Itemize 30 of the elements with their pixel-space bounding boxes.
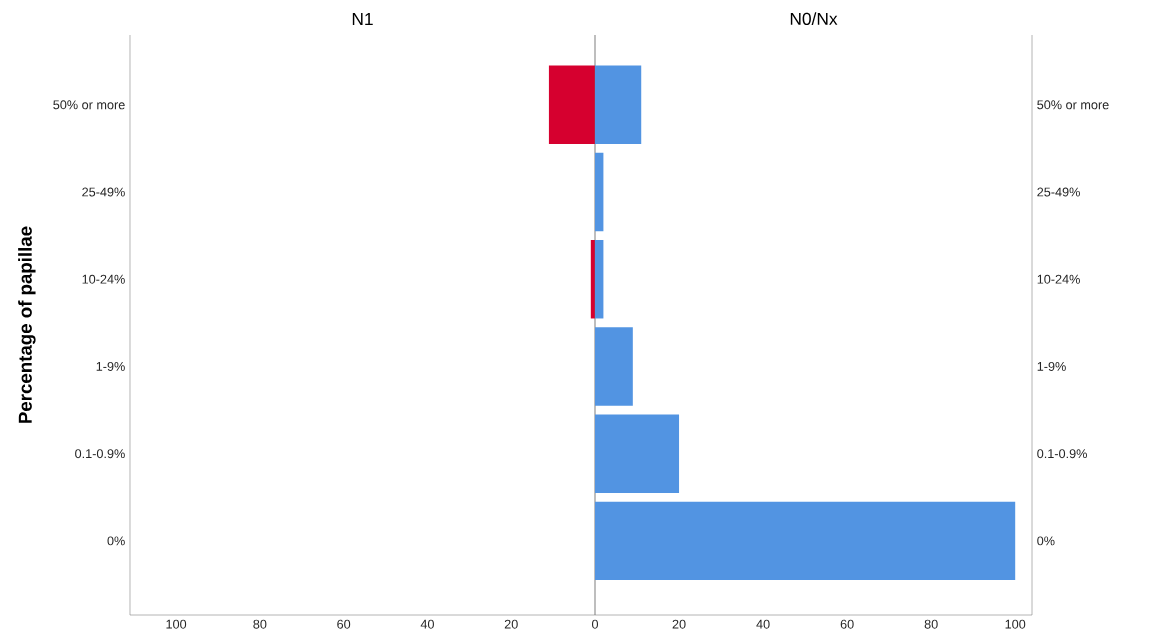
y-tick-label: 0.1-0.9% <box>75 449 125 459</box>
bar <box>595 501 1016 581</box>
x-tick-label: 60 <box>337 619 351 629</box>
chart-title: N0/Nx <box>790 12 838 25</box>
y-tick-label: 0% <box>1037 536 1055 546</box>
y-tick-label: 25-49% <box>82 187 125 197</box>
y-tick-label: 50% or more <box>1037 100 1109 110</box>
x-tick-label: 40 <box>756 619 770 629</box>
y-tick-label: 50% or more <box>53 100 125 110</box>
y-tick-label: 10-24% <box>1037 274 1080 284</box>
bar <box>595 152 604 232</box>
y-tick-label: 1-9% <box>1037 361 1066 371</box>
y-tick-label: 0.1-0.9% <box>1037 449 1087 459</box>
chart-title: N1 <box>352 13 373 25</box>
y-tick-label: 10-24% <box>82 274 125 284</box>
y-tick-label: 0% <box>107 536 125 546</box>
y-tick-label: 1-9% <box>96 361 125 371</box>
bar <box>595 414 680 493</box>
x-tick-label: 100 <box>166 619 187 629</box>
x-tick-label: 0 <box>591 619 599 629</box>
y-tick-label: 25-49% <box>1037 187 1080 197</box>
x-tick-label: 20 <box>504 619 518 629</box>
x-tick-label: 80 <box>924 619 938 629</box>
x-tick-label: 20 <box>672 619 686 629</box>
x-tick-label: 80 <box>253 619 267 629</box>
x-tick-label: 100 <box>1005 619 1026 629</box>
y-axis-title: Percentage of papillae <box>18 226 36 423</box>
x-tick-label: 60 <box>840 619 854 629</box>
bar <box>595 327 633 406</box>
x-tick-label: 40 <box>420 619 434 629</box>
